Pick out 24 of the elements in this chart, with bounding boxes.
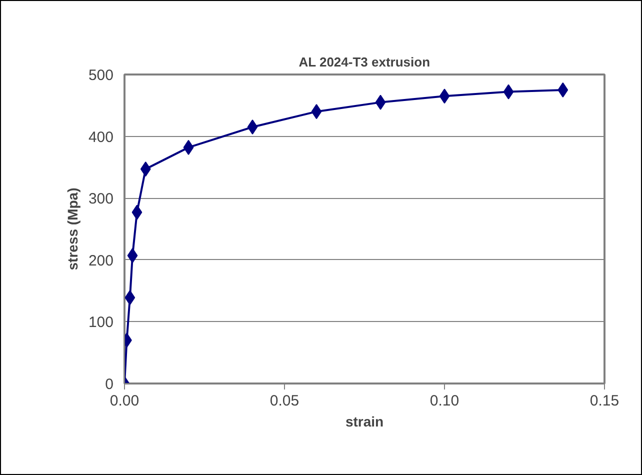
point xyxy=(247,120,258,135)
y-tick-label: 200 xyxy=(88,252,114,270)
point xyxy=(132,204,142,220)
y-tick-label: 400 xyxy=(88,128,114,146)
point xyxy=(183,140,194,155)
point xyxy=(124,290,136,306)
point xyxy=(503,84,514,100)
x-tick-label: 0.05 xyxy=(270,392,300,410)
x-tick-label: 0.10 xyxy=(430,392,460,410)
y-tick-label: 0 xyxy=(105,376,114,393)
chart-title: AL 2024-T3 extrusion xyxy=(298,54,430,70)
x-tick-label: 0.00 xyxy=(110,392,140,410)
x-tick-label: 0.15 xyxy=(590,392,620,410)
y-tick-label: 300 xyxy=(88,190,114,208)
x-axis-title: strain xyxy=(345,414,384,430)
point xyxy=(439,88,450,104)
y-tick-label: 100 xyxy=(88,314,114,332)
y-axis-title: stress (Mpa) xyxy=(64,188,80,270)
point xyxy=(140,162,151,177)
point xyxy=(375,94,386,110)
point xyxy=(127,248,138,264)
point xyxy=(558,82,568,98)
y-tick-label: 500 xyxy=(88,67,114,84)
point xyxy=(311,104,322,120)
